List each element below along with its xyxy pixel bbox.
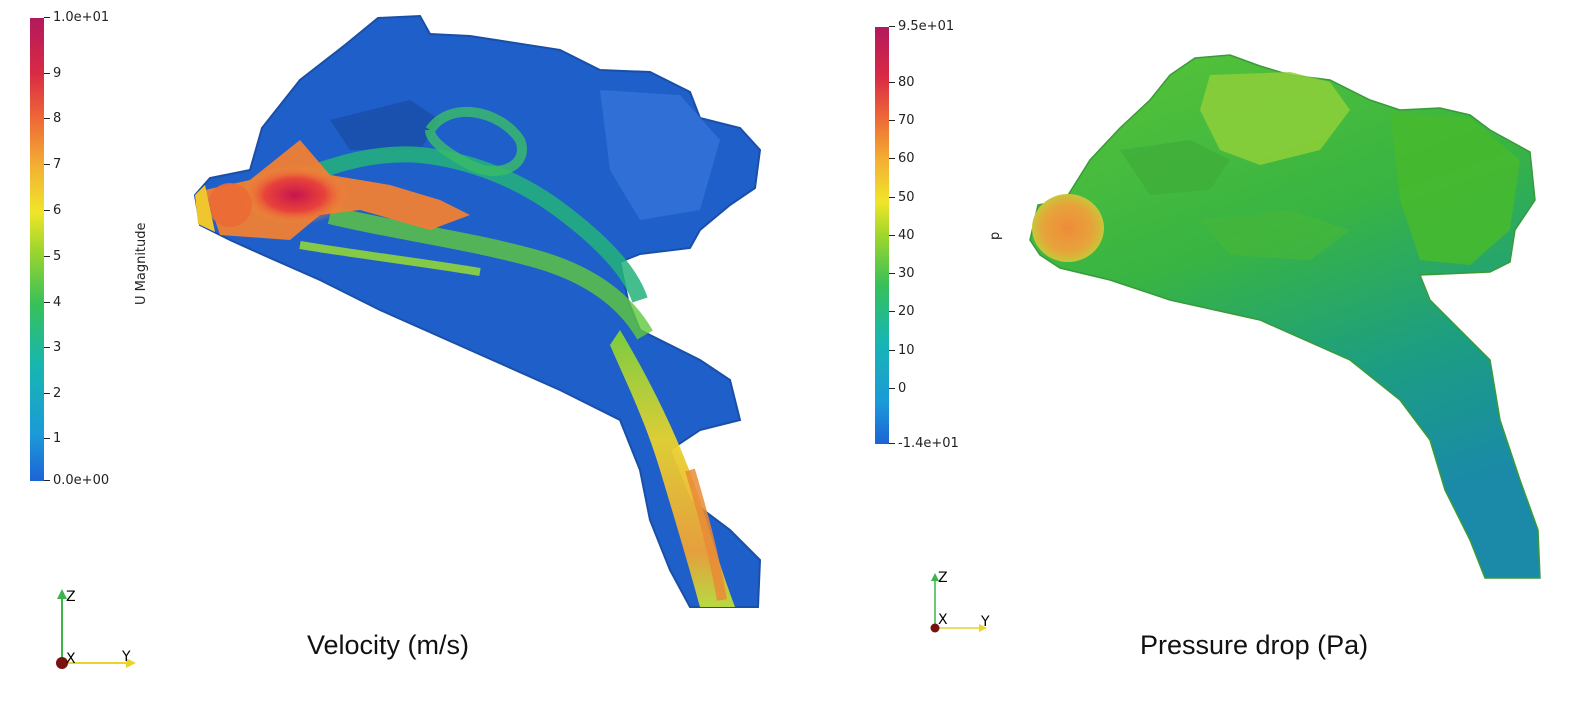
x-axis-label: X <box>66 651 76 667</box>
velocity-min-label: 0.0e+00 <box>44 474 109 488</box>
pressure-tick-label: 80 <box>889 76 915 90</box>
pressure-colorbar-title: p <box>988 231 1003 240</box>
velocity-caption: Velocity (m/s) <box>307 630 470 660</box>
pressure-tick-label: 20 <box>889 305 915 319</box>
velocity-orientation-axes: Z X Y <box>50 585 150 679</box>
x-axis-label: X <box>938 612 948 628</box>
pressure-tick-label: 70 <box>889 114 915 128</box>
y-axis-label: Y <box>121 649 131 665</box>
pressure-tick-label: 40 <box>889 229 915 243</box>
pressure-airway-model <box>1029 54 1541 579</box>
x-axis-dot <box>56 657 68 669</box>
velocity-panel: 1.0e+01 9 8 7 6 5 4 3 2 1 0.0e+00 U Magn… <box>0 0 790 703</box>
velocity-tick-label: 8 <box>44 112 61 126</box>
velocity-tick-label: 3 <box>44 341 61 355</box>
velocity-colorbar: 1.0e+01 9 8 7 6 5 4 3 2 1 0.0e+00 <box>30 11 109 488</box>
velocity-colorbar-gradient <box>30 18 44 481</box>
z-axis-arrow <box>57 589 67 599</box>
z-axis-label: Z <box>938 570 948 586</box>
z-axis-arrow <box>931 573 939 581</box>
pressure-colorbar-gradient <box>875 27 889 444</box>
pressure-tick-label: 30 <box>889 267 915 281</box>
pressure-min-label: -1.4e+01 <box>889 437 959 451</box>
velocity-tick-label: 2 <box>44 387 61 401</box>
pressure-tick-label: 60 <box>889 152 915 166</box>
y-axis-arrow <box>126 658 136 668</box>
pressure-max-label: 9.5e+01 <box>889 20 954 34</box>
velocity-tick-label: 5 <box>44 250 61 264</box>
pressure-caption: Pressure drop (Pa) <box>1140 630 1369 660</box>
velocity-tick-label: 6 <box>44 204 61 218</box>
velocity-tick-label: 4 <box>44 296 61 310</box>
velocity-colorbar-title: U Magnitude <box>134 222 149 305</box>
pressure-tick-label: 10 <box>889 344 915 358</box>
z-axis-label: Z <box>66 589 76 605</box>
pressure-colorbar: 9.5e+01 80 70 60 50 40 30 20 10 0 -1.4e+… <box>875 20 959 451</box>
y-axis-arrow <box>979 624 987 632</box>
velocity-tick-label: 1 <box>44 432 61 446</box>
velocity-max-label: 1.0e+01 <box>44 11 109 25</box>
pressure-orientation-axes: Z X Y <box>927 570 997 639</box>
pressure-tick-label: 0 <box>889 382 906 396</box>
x-axis-dot <box>930 623 940 633</box>
pressure-colorbar-ticks: 9.5e+01 80 70 60 50 40 30 20 10 0 -1.4e+… <box>889 20 959 451</box>
velocity-tick-label: 7 <box>44 158 61 172</box>
y-axis-label: Y <box>980 614 990 630</box>
velocity-airway-model <box>193 14 762 608</box>
pressure-panel: 9.5e+01 80 70 60 50 40 30 20 10 0 -1.4e+… <box>790 0 1576 703</box>
pressure-tick-label: 50 <box>889 191 915 205</box>
velocity-colorbar-ticks: 1.0e+01 9 8 7 6 5 4 3 2 1 0.0e+00 <box>44 11 114 488</box>
velocity-tick-label: 9 <box>44 67 61 81</box>
